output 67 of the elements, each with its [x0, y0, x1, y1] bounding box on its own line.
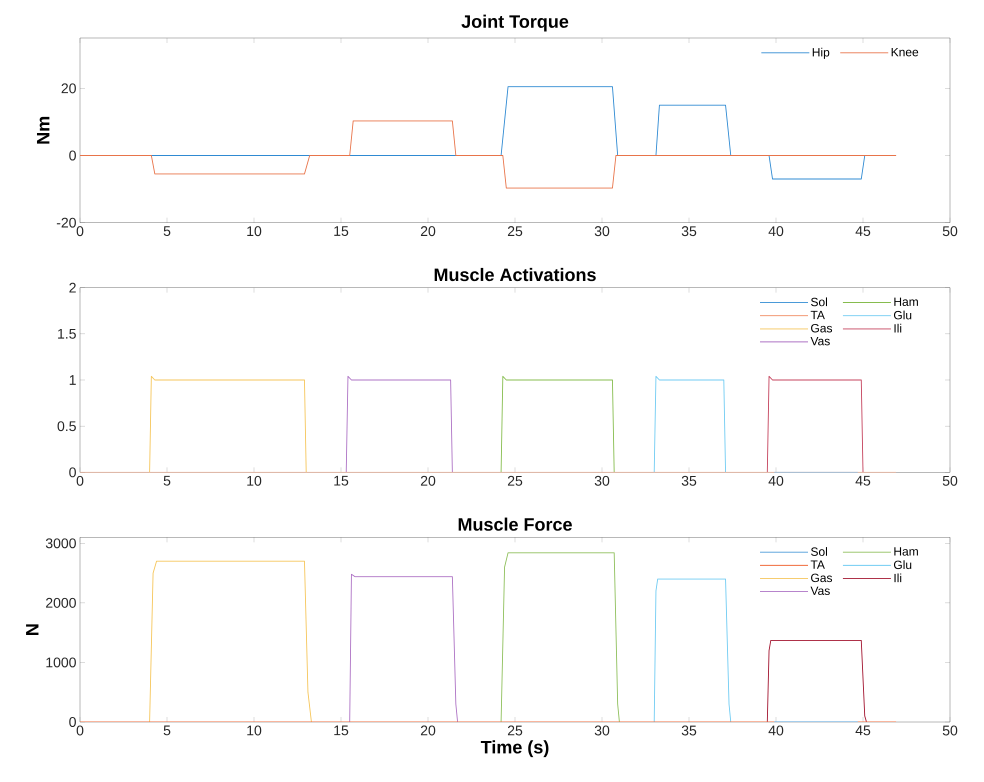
- y-tick-label: 2000: [46, 598, 76, 608]
- x-tick-label: 40: [768, 476, 784, 486]
- x-tick-label: 10: [247, 476, 262, 486]
- legend-label: Glu: [894, 560, 912, 570]
- x-tick-label: 30: [594, 476, 610, 486]
- x-tick-label: 5: [164, 726, 170, 736]
- x-tick-label: 45: [856, 226, 870, 236]
- x-tick-label: 15: [334, 726, 348, 736]
- x-tick-label: 5: [164, 476, 170, 486]
- y-tick-label: 0: [69, 150, 76, 160]
- chart-title: Muscle Force: [458, 518, 572, 531]
- x-tick-label: 20: [420, 726, 436, 736]
- x-tick-label: 15: [334, 476, 348, 486]
- x-tick-label: 50: [942, 726, 958, 736]
- legend-label: Ham: [894, 298, 918, 306]
- x-tick-label: 20: [420, 476, 436, 486]
- y-tick-label: 0: [69, 467, 76, 478]
- x-tick-label: 30: [594, 226, 610, 236]
- y-tick-label: 1000: [46, 657, 76, 668]
- legend-label: Vas: [810, 586, 830, 596]
- x-tick-label: 40: [768, 726, 784, 736]
- x-tick-label: 45: [856, 726, 870, 736]
- x-tick-label: 25: [508, 226, 522, 236]
- x-tick-label: 35: [682, 726, 696, 736]
- x-tick-label: 50: [942, 226, 958, 236]
- legend-label: Hip: [812, 48, 830, 59]
- x-tick-label: 10: [247, 726, 262, 736]
- x-tick-label: 10: [247, 226, 262, 236]
- y-axis-title: N: [26, 624, 38, 635]
- x-axis-title: Time (s): [480, 740, 548, 758]
- y-tick-label: 1: [70, 375, 76, 385]
- x-tick-label: 35: [682, 476, 696, 486]
- chart-title: Muscle Activations: [434, 268, 596, 282]
- x-tick-label: 30: [594, 726, 610, 736]
- y-axis-title: Nm: [36, 116, 50, 144]
- x-tick-label: 0: [76, 726, 84, 736]
- legend-label: Glu: [894, 310, 912, 320]
- legend-label: Ham: [894, 547, 918, 556]
- y-tick-label: -20: [56, 218, 76, 228]
- legend-label: Sol: [811, 547, 828, 556]
- legend-label: Sol: [811, 297, 828, 306]
- legend-label: Gas: [811, 324, 832, 332]
- x-tick-label: 15: [334, 226, 348, 236]
- x-tick-label: 40: [768, 226, 784, 236]
- chart-title: Joint Torque: [461, 14, 568, 32]
- x-tick-label: 0: [76, 476, 84, 486]
- y-tick-label: 20: [62, 83, 76, 94]
- x-tick-label: 25: [508, 726, 522, 736]
- x-tick-label: 0: [76, 226, 84, 236]
- y-tick-label: 1.5: [58, 328, 76, 339]
- x-tick-label: 45: [856, 476, 870, 486]
- x-tick-label: 5: [164, 226, 170, 236]
- legend-label: TA: [810, 310, 825, 320]
- legend-label: Knee: [892, 48, 918, 56]
- x-tick-label: 35: [682, 226, 696, 236]
- y-tick-label: 3000: [46, 538, 76, 548]
- x-tick-label: 50: [942, 476, 958, 486]
- legend-label: Ili: [894, 324, 902, 332]
- y-tick-label: 0.5: [58, 421, 76, 432]
- legend-label: Ili: [894, 573, 902, 582]
- y-tick-label: 2: [69, 282, 76, 293]
- y-tick-label: 0: [69, 717, 76, 727]
- legend-label: Vas: [810, 336, 830, 346]
- x-tick-label: 20: [420, 226, 436, 236]
- legend-label: TA: [810, 560, 825, 569]
- x-tick-label: 25: [508, 476, 522, 486]
- legend-label: Gas: [811, 574, 832, 582]
